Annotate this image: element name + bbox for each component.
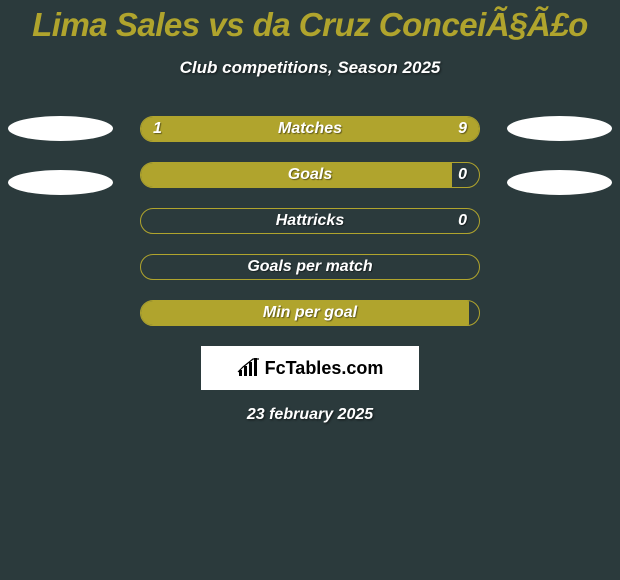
stat-row: Goals per match: [0, 254, 620, 280]
stat-value-right: 0: [458, 209, 467, 233]
stat-label: Goals per match: [141, 255, 479, 279]
stat-bar-left-fill: [141, 163, 452, 187]
barchart-icon: [237, 358, 261, 378]
date-text: 23 february 2025: [0, 406, 620, 424]
stat-row: 0Hattricks: [0, 208, 620, 234]
stat-bar: 19Matches: [140, 116, 480, 142]
stat-bar-right-fill: [202, 117, 479, 141]
stat-row: 0Goals: [0, 162, 620, 188]
stat-row: 19Matches: [0, 116, 620, 142]
page-title: Lima Sales vs da Cruz ConceiÃ§Ã£o: [0, 0, 620, 44]
stat-bar: Goals per match: [140, 254, 480, 280]
player-right-ellipse: [507, 116, 612, 141]
player-right-ellipse: [507, 170, 612, 195]
stat-bar: 0Goals: [140, 162, 480, 188]
player-left-ellipse: [8, 116, 113, 141]
logo-box: FcTables.com: [201, 346, 419, 390]
stat-bar-left-fill: [141, 117, 202, 141]
stat-bar: 0Hattricks: [140, 208, 480, 234]
stat-row: Min per goal: [0, 300, 620, 326]
stat-bar-left-fill: [141, 301, 469, 325]
stat-label: Hattricks: [141, 209, 479, 233]
stat-value-right: 0: [458, 163, 467, 187]
stats-area: 19Matches0Goals0HattricksGoals per match…: [0, 116, 620, 326]
stat-bar: Min per goal: [140, 300, 480, 326]
logo-text: FcTables.com: [265, 358, 384, 379]
subtitle: Club competitions, Season 2025: [0, 58, 620, 78]
player-left-ellipse: [8, 170, 113, 195]
